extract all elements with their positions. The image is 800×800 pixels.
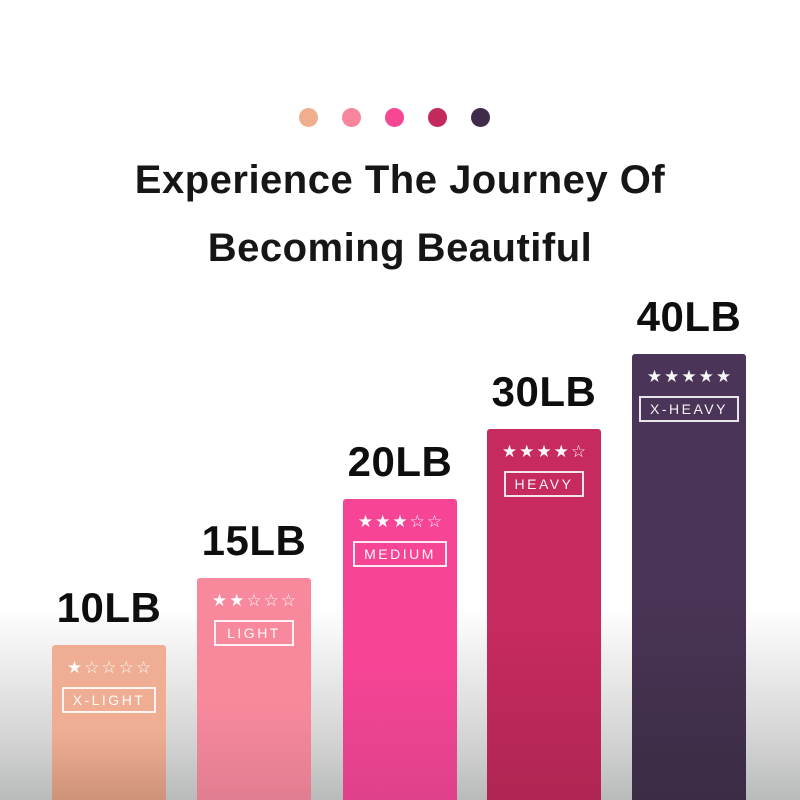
star-rating-icon: ★★★☆☆ [357,512,445,532]
level-badge-x-heavy: X-HEAVY [639,396,739,422]
star-rating-icon: ★★☆☆☆ [211,591,299,611]
page-title-line-2: Becoming Beautiful [207,226,593,270]
palette-dot-heavy [427,108,447,127]
level-badge-medium: MEDIUM [353,541,447,567]
star-rating-icon: ★☆☆☆☆ [66,658,154,678]
level-badge-light: LIGHT [214,620,294,646]
level-badge-heavy: HEAVY [503,471,585,497]
level-badge-x-light: X-LIGHT [61,687,157,713]
palette-dot-x-light [298,108,318,127]
bar-30lb: ★★★★☆ HEAVY [487,429,601,800]
star-rating-icon: ★★★★☆ [501,442,589,462]
palette-dot-x-heavy [470,108,490,127]
weight-label-15lb: 15LB [201,517,307,564]
weight-label-20lb: 20LB [347,438,453,485]
bar-15lb: ★★☆☆☆ LIGHT [197,578,311,800]
page-title: Experience The Journey Of Becoming Beaut… [0,146,800,282]
weight-label-30lb: 30LB [491,368,597,415]
bar-10lb: ★☆☆☆☆ X-LIGHT [52,645,166,800]
weight-label-10lb: 10LB [56,584,162,631]
bar-20lb: ★★★☆☆ MEDIUM [343,499,457,800]
palette-dot-light [341,108,361,127]
palette-dot-medium [384,108,404,127]
page-title-line-1: Experience The Journey Of [134,158,666,202]
star-rating-icon: ★★★★★ [646,367,734,387]
color-palette-row [0,108,788,127]
weight-label-40lb: 40LB [636,293,742,340]
bar-40lb: ★★★★★ X-HEAVY [632,354,746,800]
